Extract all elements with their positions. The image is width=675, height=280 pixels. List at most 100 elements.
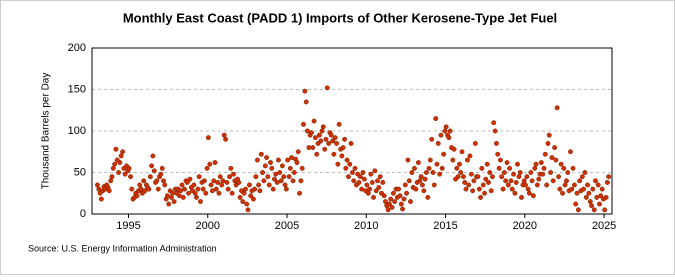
point xyxy=(348,141,354,146)
point xyxy=(458,170,464,175)
point xyxy=(598,193,604,199)
point xyxy=(116,170,122,175)
point xyxy=(540,171,546,177)
point xyxy=(574,190,580,196)
point xyxy=(427,157,433,163)
point xyxy=(275,157,281,163)
point xyxy=(110,165,116,171)
point xyxy=(568,149,573,155)
point xyxy=(398,201,404,207)
point xyxy=(182,186,188,192)
x-tick-label: 2005 xyxy=(275,220,299,232)
point xyxy=(339,153,345,159)
point xyxy=(603,194,609,200)
point xyxy=(291,170,297,175)
point xyxy=(476,186,482,192)
point xyxy=(264,155,269,161)
point xyxy=(501,170,507,175)
point xyxy=(159,165,165,171)
point xyxy=(500,186,506,192)
point xyxy=(303,99,309,105)
point xyxy=(389,204,395,210)
point xyxy=(415,160,421,165)
point xyxy=(499,174,505,180)
point xyxy=(484,161,490,167)
point xyxy=(252,186,258,192)
point xyxy=(342,136,347,142)
point xyxy=(381,193,387,199)
point xyxy=(262,163,268,169)
point xyxy=(390,190,396,196)
point xyxy=(512,190,518,196)
point xyxy=(294,160,300,165)
point xyxy=(488,188,494,194)
point xyxy=(402,182,408,188)
point xyxy=(343,165,349,171)
point xyxy=(368,171,374,177)
point xyxy=(347,161,353,167)
point xyxy=(507,165,513,171)
point xyxy=(486,180,491,185)
point xyxy=(281,174,287,180)
point xyxy=(278,178,284,184)
point xyxy=(253,174,259,180)
point xyxy=(318,138,324,144)
point xyxy=(236,180,242,185)
point xyxy=(254,157,260,163)
point xyxy=(265,174,271,180)
point xyxy=(168,194,174,200)
point xyxy=(526,190,532,196)
point xyxy=(261,178,267,184)
point xyxy=(575,207,581,213)
point xyxy=(549,155,555,161)
point xyxy=(364,182,370,188)
point xyxy=(392,199,398,205)
point xyxy=(314,151,320,157)
point xyxy=(454,165,460,171)
point xyxy=(579,174,585,180)
point xyxy=(496,165,502,171)
point xyxy=(542,151,548,157)
point xyxy=(290,178,296,184)
point xyxy=(375,178,380,184)
point xyxy=(590,186,596,192)
point xyxy=(451,146,457,152)
point xyxy=(224,180,230,185)
point xyxy=(441,151,447,157)
point xyxy=(430,170,436,175)
point xyxy=(295,149,301,155)
point xyxy=(408,199,413,205)
point xyxy=(108,178,114,184)
point xyxy=(464,157,470,163)
point xyxy=(240,199,246,205)
point xyxy=(246,182,252,188)
point xyxy=(324,85,330,91)
point xyxy=(137,182,143,188)
point xyxy=(423,170,429,175)
point xyxy=(346,174,351,180)
point xyxy=(117,160,123,165)
point xyxy=(311,118,317,124)
point xyxy=(521,178,527,184)
point xyxy=(529,178,535,184)
point xyxy=(589,203,594,209)
point xyxy=(228,165,234,171)
point xyxy=(406,178,412,184)
point xyxy=(478,194,484,200)
point xyxy=(161,178,166,184)
point xyxy=(344,157,350,163)
point xyxy=(586,190,592,196)
point xyxy=(383,199,388,205)
point xyxy=(443,124,449,130)
point xyxy=(221,132,227,138)
point xyxy=(208,182,214,188)
point xyxy=(269,165,275,171)
point xyxy=(550,178,556,184)
point xyxy=(241,190,247,196)
point xyxy=(302,88,308,94)
point xyxy=(171,199,177,205)
point xyxy=(447,128,453,134)
point xyxy=(533,161,539,167)
y-tick-label: 0 xyxy=(80,208,86,220)
point xyxy=(334,141,340,146)
